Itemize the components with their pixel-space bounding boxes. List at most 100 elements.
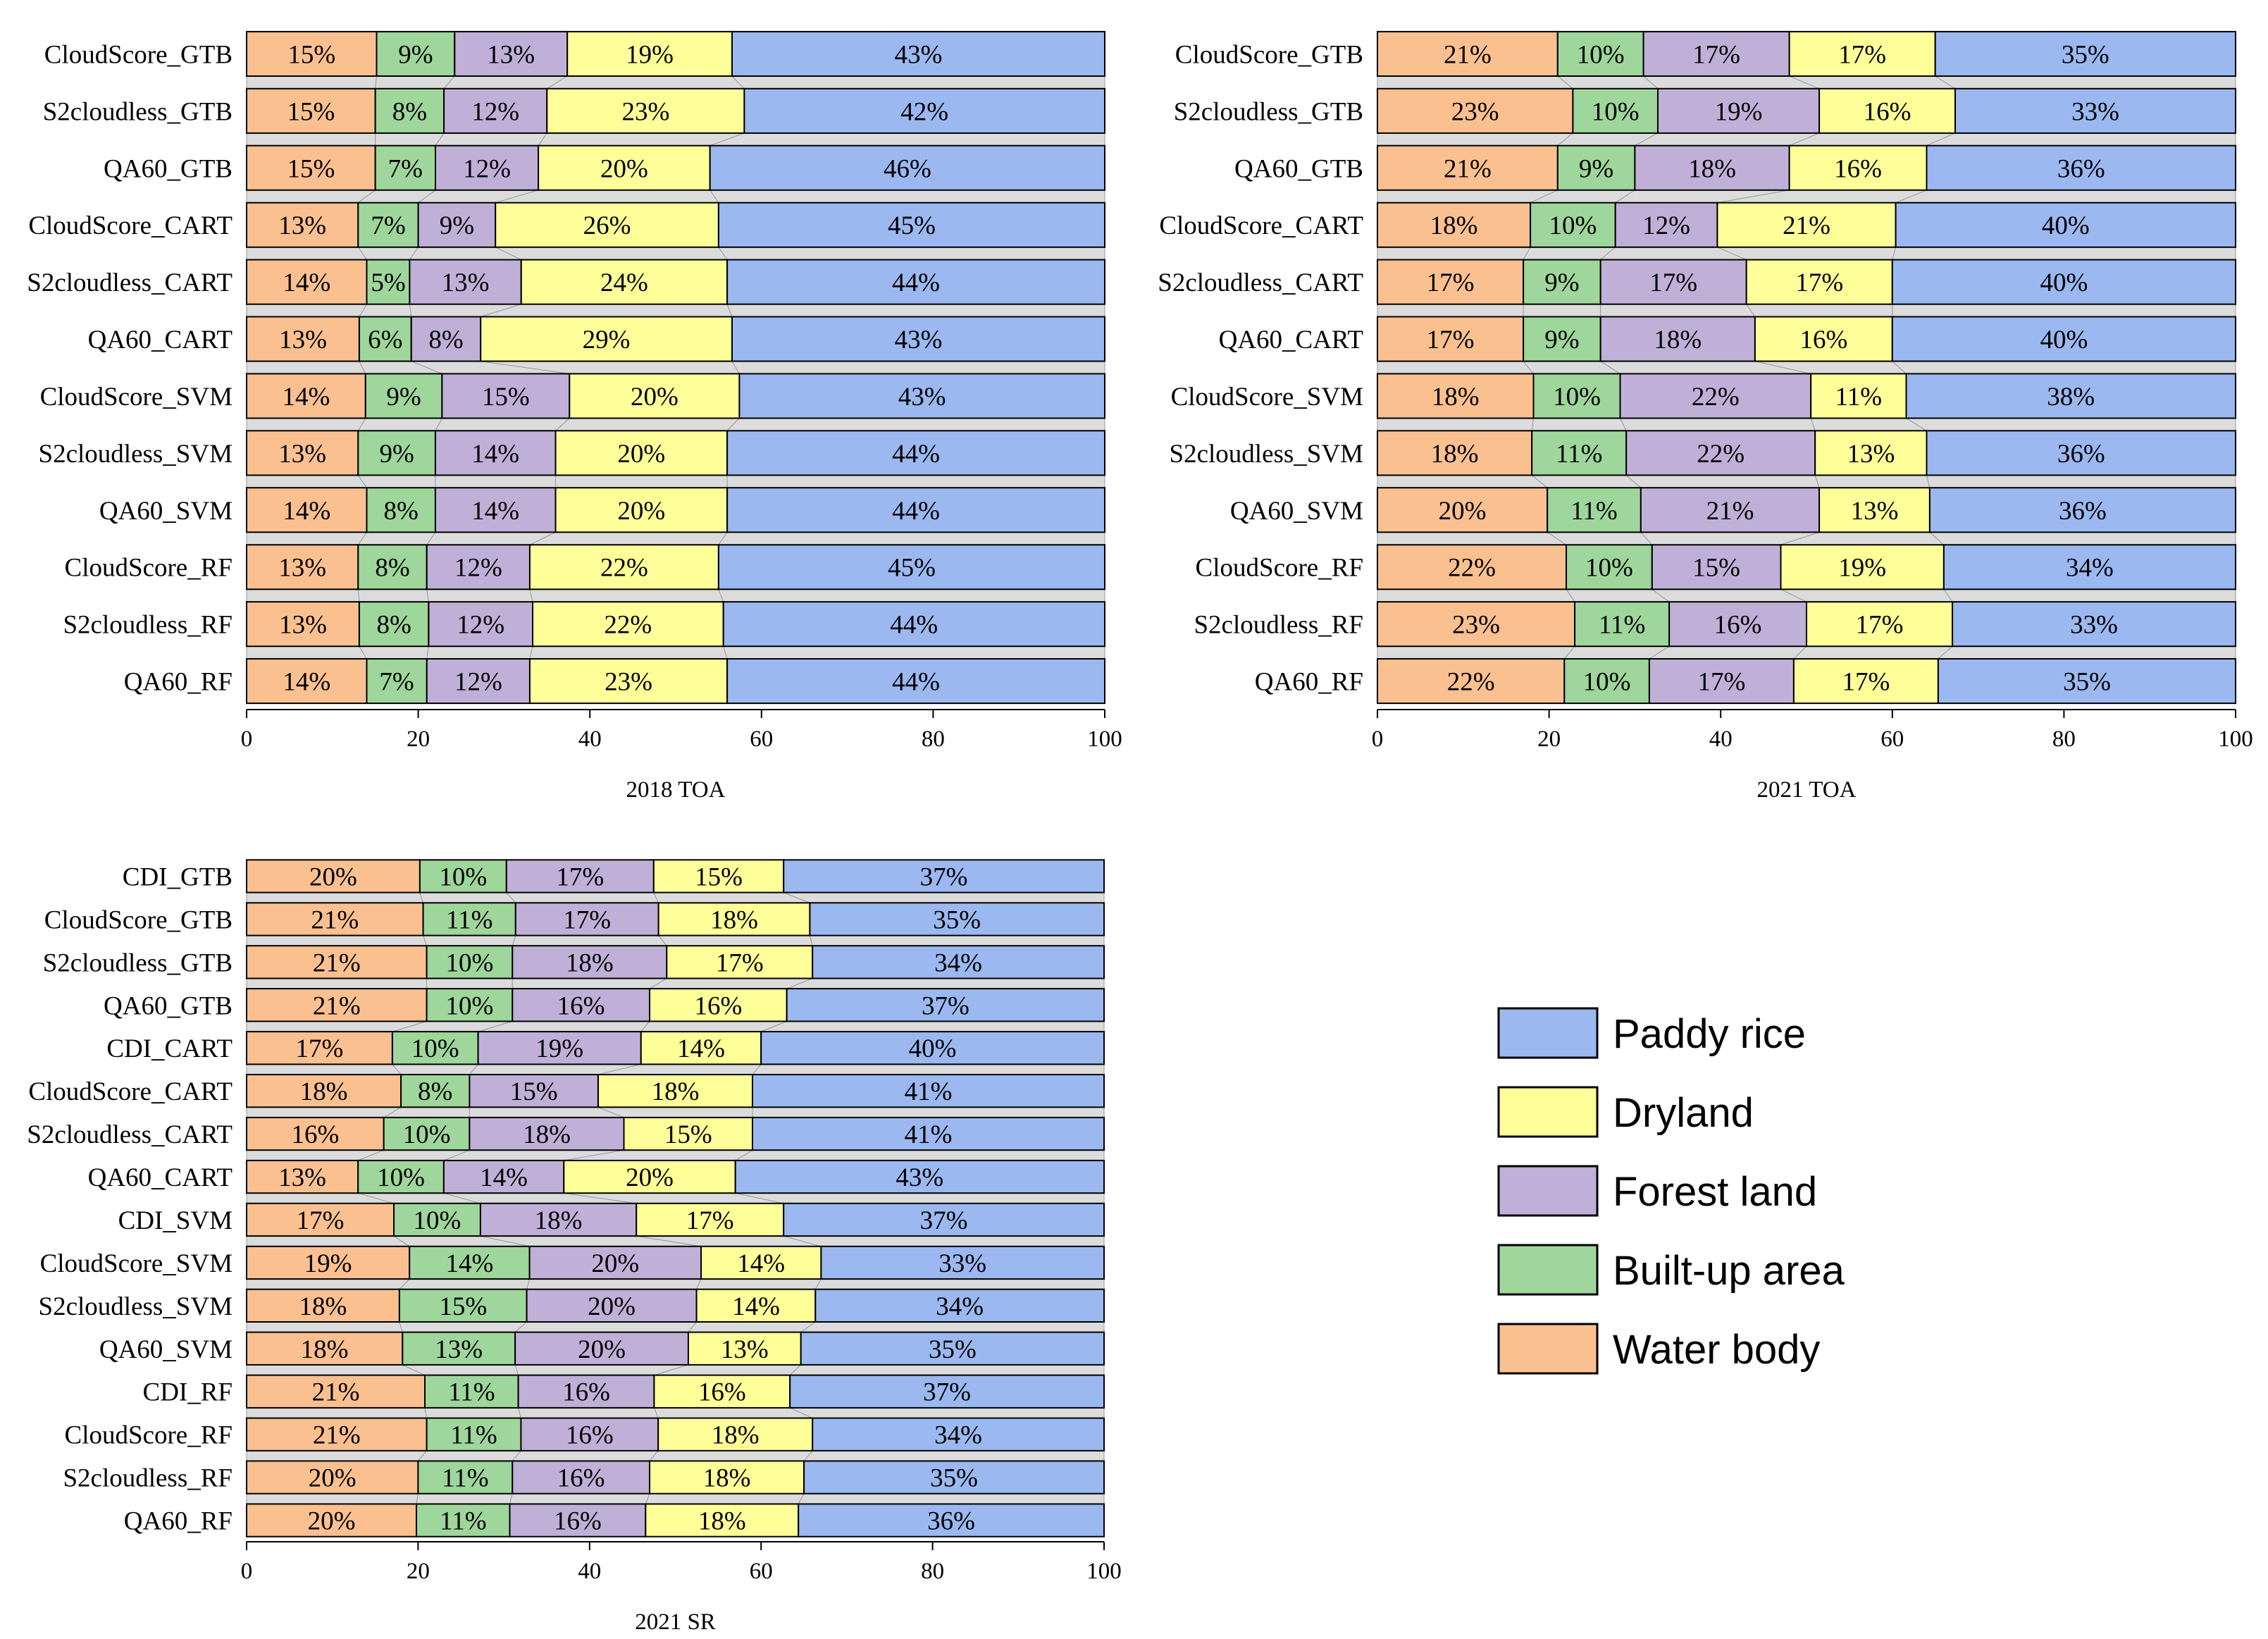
data-label: 35%: [930, 1464, 978, 1493]
connector-dryland: [657, 935, 813, 946]
bar-segment-forest-land: [1642, 30, 1790, 77]
data-label: 21%: [313, 991, 361, 1020]
bar-segment-built-up-area: [1556, 144, 1636, 191]
connector-water-body: [1377, 645, 1576, 660]
category-label: CloudScore_RF: [65, 1421, 233, 1450]
data-label: 16%: [698, 1378, 746, 1407]
connector-water-body: [1377, 361, 1535, 374]
bar-segment-water-body: [246, 601, 360, 648]
data-label: 21%: [311, 905, 359, 934]
connector-paddy-rice: [809, 935, 1105, 946]
connector-dryland: [555, 474, 728, 488]
connector-paddy-rice: [788, 1364, 1105, 1376]
x-tick-label: 0: [241, 1559, 253, 1584]
legend-label-paddy-rice: Paddy rice: [1613, 1011, 1806, 1057]
data-label: 10%: [411, 1034, 459, 1063]
connector-forest-land: [1625, 474, 1820, 488]
bar-segment-dryland: [649, 988, 788, 1022]
bar-segment-dryland: [657, 1417, 814, 1452]
connector-paddy-rice: [717, 531, 1105, 545]
x-tick-label: 60: [1880, 726, 1904, 752]
connector-water-body: [246, 1321, 403, 1333]
data-label: 17%: [1692, 41, 1740, 70]
connector-paddy-rice: [783, 1235, 1105, 1247]
bar-segment-built-up-area: [357, 202, 419, 248]
data-label: 20%: [308, 1507, 356, 1536]
data-label: 11%: [440, 1507, 486, 1536]
data-label: 19%: [1715, 97, 1763, 126]
category-label: S2cloudless_RF: [1194, 611, 1363, 640]
data-label: 37%: [923, 1378, 971, 1407]
data-label: 8%: [375, 554, 409, 583]
bar-segment-forest-land: [435, 430, 557, 476]
category-label: QA60_SVM: [1230, 497, 1363, 526]
bar-segment-paddy-rice: [1895, 202, 2237, 248]
data-label: 11%: [1599, 611, 1645, 640]
data-label: 36%: [2057, 440, 2105, 469]
connector-forest-land: [435, 474, 556, 488]
connector-water-body: [1377, 247, 1531, 261]
bar-segment-paddy-rice: [760, 1031, 1105, 1065]
data-label: 7%: [379, 668, 414, 697]
data-label: 19%: [535, 1034, 583, 1063]
bar-segment-forest-land: [1625, 430, 1816, 476]
data-label: 23%: [1451, 97, 1499, 126]
connector-forest-land: [426, 588, 533, 602]
data-label: 8%: [428, 326, 463, 354]
bar-segment-water-body: [246, 902, 424, 936]
connector-dryland: [653, 1407, 813, 1418]
bar-segment-paddy-rice: [1891, 316, 2237, 362]
data-label: 36%: [2057, 154, 2105, 183]
category-label: S2cloudless_SVM: [1170, 440, 1363, 469]
data-label: 16%: [557, 1464, 605, 1493]
data-label: 43%: [895, 41, 943, 70]
connector-built-up-area: [416, 1493, 513, 1504]
data-label: 15%: [695, 863, 743, 892]
connector-forest-land: [509, 1493, 650, 1504]
data-label: 18%: [1430, 211, 1478, 240]
bar-segment-paddy-rice: [798, 1503, 1105, 1538]
data-label: 22%: [1692, 383, 1740, 412]
bar-segment-forest-land: [1599, 316, 1756, 362]
chart-2018-toa: 15% 9% 13% 19% 43% CloudScore_GTB 15% 8% 12% 23% 4…: [27, 30, 1122, 803]
category-label: S2cloudless_GTB: [43, 948, 233, 977]
category-label: CloudScore_SVM: [40, 1249, 233, 1278]
data-label: 20%: [626, 1163, 674, 1192]
data-label: 12%: [454, 554, 502, 583]
bar-segment-built-up-area: [409, 1245, 531, 1280]
data-label: 16%: [566, 1421, 614, 1450]
data-label: 10%: [377, 1163, 425, 1192]
data-label: 8%: [418, 1077, 452, 1106]
data-label: 9%: [380, 440, 414, 469]
bar-segment-built-up-area: [357, 430, 436, 476]
data-label: 24%: [600, 268, 648, 297]
data-label: 17%: [686, 1206, 734, 1235]
legend-label-dryland: Dryland: [1613, 1090, 1754, 1136]
chart-2021-toa: 21% 10% 17% 17% 35% CloudScore_GTB 23% 10% 19% 16…: [1158, 30, 2253, 803]
bar-segment-paddy-rice: [812, 1417, 1105, 1452]
data-label: 14%: [283, 668, 330, 697]
connector-water-body: [246, 892, 424, 903]
bar-segment-forest-land: [479, 1202, 638, 1237]
bar-segment-forest-land: [443, 87, 548, 134]
data-label: 10%: [1553, 383, 1601, 412]
connector-water-body: [246, 588, 360, 602]
category-label: QA60_CART: [1219, 326, 1363, 354]
connector-paddy-rice: [783, 892, 1105, 903]
connector-paddy-rice: [1895, 190, 2236, 204]
category-label: S2cloudless_CART: [1158, 268, 1363, 297]
connector-paddy-rice: [803, 1450, 1105, 1461]
data-label: 17%: [1427, 268, 1475, 297]
data-label: 46%: [884, 154, 931, 183]
bar-segment-built-up-area: [416, 1503, 511, 1538]
bar-segment-forest-land: [426, 544, 531, 590]
data-label: 11%: [446, 905, 492, 934]
data-label: 13%: [278, 1163, 326, 1192]
data-label: 10%: [445, 948, 493, 977]
category-label: QA60_SVM: [99, 1335, 233, 1364]
category-label: S2cloudless_CART: [27, 1120, 233, 1149]
connector-paddy-rice: [717, 247, 1105, 261]
x-tick-label: 0: [1372, 726, 1384, 752]
bar-segment-water-body: [246, 1245, 411, 1280]
bar-segment-forest-land: [410, 316, 482, 362]
